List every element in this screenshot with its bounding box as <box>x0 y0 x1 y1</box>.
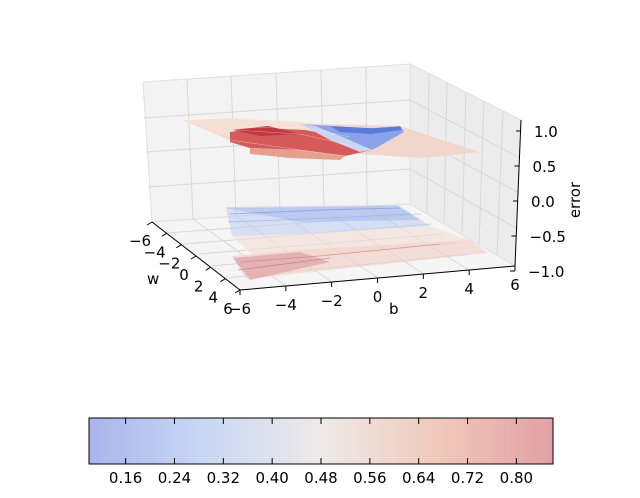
b-axis-tick-label: 4 <box>464 280 474 298</box>
w-axis-tick-mark <box>220 278 226 283</box>
z-axis-tick-label: 0.5 <box>533 158 557 176</box>
colorbar-tick-label: 0.40 <box>255 469 288 487</box>
error-surface <box>181 117 481 160</box>
w-axis-tick-mark <box>161 232 167 237</box>
b-axis-label: b <box>389 300 399 318</box>
b-axis-tick-label: −6 <box>229 300 251 318</box>
w-axis-tick-label: 6 <box>223 300 233 318</box>
w-axis-label: w <box>147 270 159 288</box>
z-axis-ticks: 1.0 0.5 0.0 −0.5 −1.0 <box>510 123 566 281</box>
w-axis-tick-label: 2 <box>194 277 204 295</box>
w-axis-tick-label: 4 <box>209 289 219 307</box>
w-axis-tick-mark <box>205 266 211 271</box>
contour-projection <box>226 205 488 280</box>
z-axis-line <box>514 119 522 267</box>
z-axis-label: error <box>566 181 584 218</box>
b-axis-tick-label: 6 <box>510 276 520 294</box>
z-axis-tick-label: 1.0 <box>534 123 558 141</box>
w-axis-tick-label: 0 <box>179 266 189 284</box>
z-axis-tick-label: −1.0 <box>528 263 564 281</box>
colorbar-tick-label: 0.56 <box>353 469 386 487</box>
w-axis-tick-mark <box>176 244 182 249</box>
z-axis-tick-label: 0.0 <box>531 193 555 211</box>
w-axis-tick-mark <box>146 221 153 226</box>
b-axis-ticks: −6 −4 −2 0 2 4 6 <box>229 266 520 318</box>
b-axis-tick-label: −4 <box>275 296 297 314</box>
colorbar-ticks: 0.16 0.24 0.32 0.40 0.48 0.56 0.64 0.72 0.80 <box>109 418 533 487</box>
w-axis-tick-mark <box>234 289 241 294</box>
w-axis-tick-label: −6 <box>129 232 151 250</box>
w-axis-tick-mark <box>190 255 197 260</box>
b-axis-tick-label: 0 <box>373 288 383 306</box>
w-axis-tick-label: −4 <box>144 243 166 261</box>
colorbar-tick-label: 0.16 <box>109 469 142 487</box>
colorbar-tick-label: 0.32 <box>207 469 240 487</box>
w-axis-tick-label: −2 <box>158 255 180 273</box>
colorbar-tick-label: 0.48 <box>304 469 337 487</box>
z-axis-tick-label: −0.5 <box>530 228 566 246</box>
b-axis-tick-label: −2 <box>321 292 343 310</box>
colorbar-tick-label: 0.24 <box>158 469 191 487</box>
colorbar-tick-label: 0.64 <box>402 469 435 487</box>
colorbar-tick-label: 0.80 <box>500 469 533 487</box>
colorbar <box>88 417 554 465</box>
colorbar-tick-label: 0.72 <box>451 469 484 487</box>
b-axis-tick-label: 2 <box>419 284 429 302</box>
